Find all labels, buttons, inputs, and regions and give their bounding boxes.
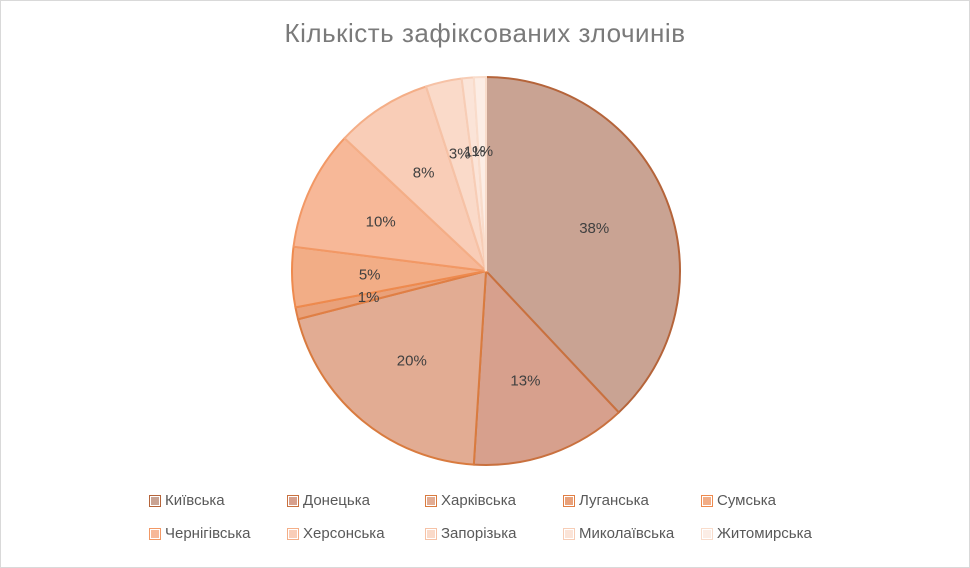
legend-item-7: Херсонська (287, 525, 426, 542)
pie-slice-1 (485, 75, 681, 414)
legend-label: Житомирська (717, 525, 812, 542)
pie-slice-7 (343, 85, 487, 272)
legend-item-9: Миколаївська (563, 525, 702, 542)
legend-item-1: Київська (149, 492, 288, 509)
slice-label-10: 1% (471, 143, 493, 160)
slice-label-8: 3% (449, 146, 471, 163)
legend-label: Сумська (717, 492, 777, 509)
slice-label-5: 5% (359, 267, 381, 284)
legend-swatch (149, 527, 161, 540)
slice-label-9: 1% (464, 143, 486, 160)
legend-swatch (287, 527, 299, 540)
slice-label-2: 13% (510, 373, 540, 390)
legend-label: Донецька (303, 492, 370, 509)
legend-label: Чернігівська (165, 525, 251, 542)
slice-label-6: 10% (366, 213, 396, 230)
slice-label-3: 20% (397, 353, 427, 370)
pie-slice-3 (296, 269, 488, 466)
legend-item-6: Чернігівська (149, 525, 288, 542)
pie-slice-10 (472, 75, 487, 272)
legend-item-2: Донецька (287, 492, 426, 509)
slice-label-7: 8% (413, 165, 435, 182)
legend-item-8: Запорізька (425, 525, 564, 542)
legend-label: Харківська (441, 492, 516, 509)
legend-label: Запорізька (441, 525, 517, 542)
pie-slice-6 (292, 136, 489, 273)
legend-item-10: Житомирська (701, 525, 840, 542)
legend-swatch (425, 527, 437, 540)
legend-swatch (149, 494, 161, 507)
chart-title: Кількість зафіксованих злочинів (284, 18, 686, 48)
legend-swatch (287, 494, 299, 507)
legend-swatch (563, 527, 575, 540)
legend-item-4: Луганська (563, 492, 702, 509)
legend-label: Київська (165, 492, 225, 509)
legend-label: Луганська (579, 492, 649, 509)
pie-slice-2 (472, 268, 621, 466)
legend-item-5: Сумська (701, 492, 840, 509)
legend-label: Херсонська (303, 525, 385, 542)
legend-label: Миколаївська (579, 525, 675, 542)
legend: Київська Донецька Харківська Луганська Сумсь… (149, 492, 840, 542)
slice-label-1: 38% (579, 220, 609, 237)
legend-swatch (701, 494, 713, 507)
legend-item-3: Харківська (425, 492, 564, 509)
slice-label-4: 1% (358, 289, 380, 306)
legend-swatch (701, 527, 713, 540)
legend-swatch (425, 494, 437, 507)
legend-swatch (563, 494, 575, 507)
